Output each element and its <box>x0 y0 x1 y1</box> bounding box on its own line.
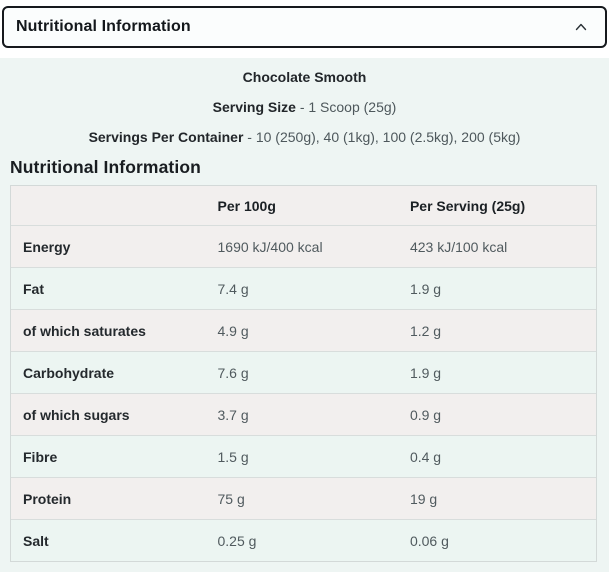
per-serving-value: 19 g <box>409 490 438 507</box>
per-serving-value: 0.06 g <box>409 532 449 549</box>
per-100g-value: 3.7 g <box>217 406 249 423</box>
table-row: Fibre 1.5 g 0.4 g <box>11 435 596 477</box>
nutrition-table-heading: Nutritional Information <box>10 157 201 177</box>
per-serving-value: 0.9 g <box>409 406 442 423</box>
table-row: Fat 7.4 g 1.9 g <box>11 267 596 309</box>
per-100g-value: 0.25 g <box>217 532 257 549</box>
table-header-row: Per 100g Per Serving (25g) <box>11 186 596 225</box>
servings-per-container-line: Servings Per Container - 10 (250g), 40 (… <box>0 127 609 147</box>
per-100g-value: 4.9 g <box>217 322 249 339</box>
per-100g-value: 1.5 g <box>217 448 249 465</box>
table-row: Carbohydrate 7.6 g 1.9 g <box>11 351 596 393</box>
per-serving-value: 1.2 g <box>409 322 442 339</box>
nutrient-label: Protein <box>23 490 72 507</box>
nutrient-label: Energy <box>23 238 71 255</box>
serving-size-line: Serving Size - 1 Scoop (25g) <box>0 97 609 117</box>
accordion-content-panel: Chocolate Smooth Serving Size - 1 Scoop … <box>0 58 609 572</box>
accordion-title: Nutritional Information <box>16 18 191 35</box>
per-serving-value: 1.9 g <box>409 364 442 381</box>
header-per-100g: Per 100g <box>217 197 276 214</box>
per-serving-value: 423 kJ/100 kcal <box>409 238 508 255</box>
table-row: Energy 1690 kJ/400 kcal 423 kJ/100 kcal <box>11 225 596 267</box>
nutrition-table: Per 100g Per Serving (25g) Energy 1690 k… <box>10 185 597 562</box>
per-100g-value: 7.6 g <box>217 364 249 381</box>
nutrient-label: Fibre <box>23 448 58 465</box>
serving-size-label: Serving Size <box>212 99 296 115</box>
header-per-serving: Per Serving (25g) <box>409 197 526 214</box>
chevron-up-icon[interactable] <box>573 19 589 35</box>
servings-per-container-label: Servings Per Container <box>88 129 244 145</box>
flavour-name: Chocolate Smooth <box>0 67 609 87</box>
serving-size-value: - 1 Scoop (25g) <box>299 99 397 115</box>
per-serving-value: 1.9 g <box>409 280 442 297</box>
table-row: of which saturates 4.9 g 1.2 g <box>11 309 596 351</box>
flavour-name-text: Chocolate Smooth <box>242 69 367 85</box>
nutrient-label: Fat <box>23 280 44 297</box>
per-serving-value: 0.4 g <box>409 448 442 465</box>
per-100g-value: 7.4 g <box>217 280 249 297</box>
nutrient-label: of which sugars <box>23 406 130 423</box>
table-body: Energy 1690 kJ/400 kcal 423 kJ/100 kcal … <box>11 225 596 561</box>
servings-per-container-value: - 10 (250g), 40 (1kg), 100 (2.5kg), 200 … <box>247 129 521 145</box>
table-row: of which sugars 3.7 g 0.9 g <box>11 393 596 435</box>
per-100g-value: 75 g <box>217 490 245 507</box>
nutrient-label: Carbohydrate <box>23 364 115 381</box>
nutritional-information-accordion-header[interactable]: Nutritional Information <box>2 6 607 48</box>
per-100g-value: 1690 kJ/400 kcal <box>217 238 323 255</box>
nutrient-label: of which saturates <box>23 322 146 339</box>
table-row: Salt 0.25 g 0.06 g <box>11 519 596 561</box>
table-row: Protein 75 g 19 g <box>11 477 596 519</box>
nutrient-label: Salt <box>23 532 49 549</box>
